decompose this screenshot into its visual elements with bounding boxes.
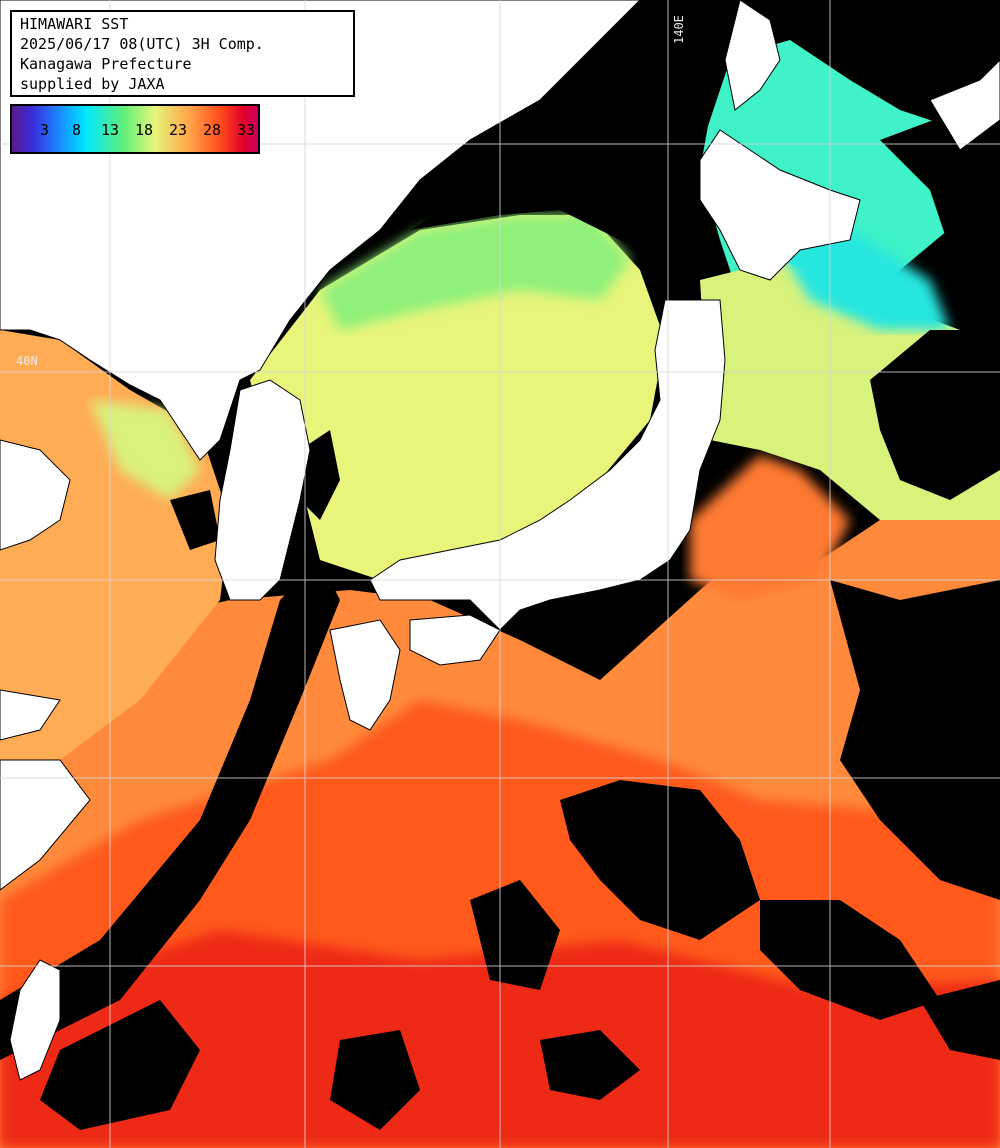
cloud-east-large (830, 580, 1000, 900)
cloud-southeast (760, 900, 940, 1020)
colorbar-tick: 8 (72, 121, 82, 139)
china-coast-lower (0, 689, 61, 741)
colorbar-tick: 28 (203, 121, 222, 139)
cloud-south-center (330, 1030, 420, 1130)
cloud-band-west (0, 560, 340, 1060)
temperature-colorbar: 3 8 13 18 23 28 33 (10, 104, 260, 154)
kyushu (329, 619, 401, 731)
info-panel: HIMAWARI SST 2025/06/17 08(UTC) 3H Comp.… (10, 10, 355, 97)
colorbar-tick: 33 (237, 121, 256, 139)
oyashio-cold-patch (780, 230, 950, 330)
colorbar-tick: 18 (135, 121, 154, 139)
timestamp-text: 2025/06/17 08(UTC) 3H Comp. (20, 35, 264, 53)
cloud-korea-west (170, 490, 220, 550)
provider-text: Kanagawa Prefecture (20, 55, 192, 73)
shikoku (409, 614, 501, 666)
sakhalin (724, 0, 781, 111)
cloud-south-patches (540, 1030, 640, 1100)
cloud-east-mid (560, 780, 760, 940)
cloud-east-lower (920, 980, 1000, 1060)
colorbar-tick: 3 (40, 121, 50, 139)
china-coast-southeast (0, 759, 91, 891)
cloud-far-east-north (880, 90, 1000, 330)
supplier-text: supplied by JAXA (20, 75, 165, 93)
cloud-north-ocean (660, 0, 730, 150)
product-title: HIMAWARI SST (20, 15, 129, 33)
hokkaido (699, 129, 861, 281)
cloud-south-strip (470, 880, 560, 990)
far-east-peninsula (929, 59, 1000, 151)
yellow-sea-cool-patch (90, 400, 200, 500)
kuroshio-warm-tongue (690, 455, 850, 600)
colorbar-tick: 13 (101, 121, 120, 139)
cloud-siberia (410, 0, 680, 250)
colorbar-tick: 23 (169, 121, 188, 139)
taiwan (9, 959, 61, 1081)
asian-mainland-coast-south (0, 439, 71, 551)
honshu (369, 299, 726, 631)
latitude-label: 40N (16, 354, 38, 368)
longitude-label: 140E (672, 15, 686, 44)
sea-of-japan-cool-north (320, 215, 630, 330)
cloud-southwest (40, 1000, 200, 1130)
